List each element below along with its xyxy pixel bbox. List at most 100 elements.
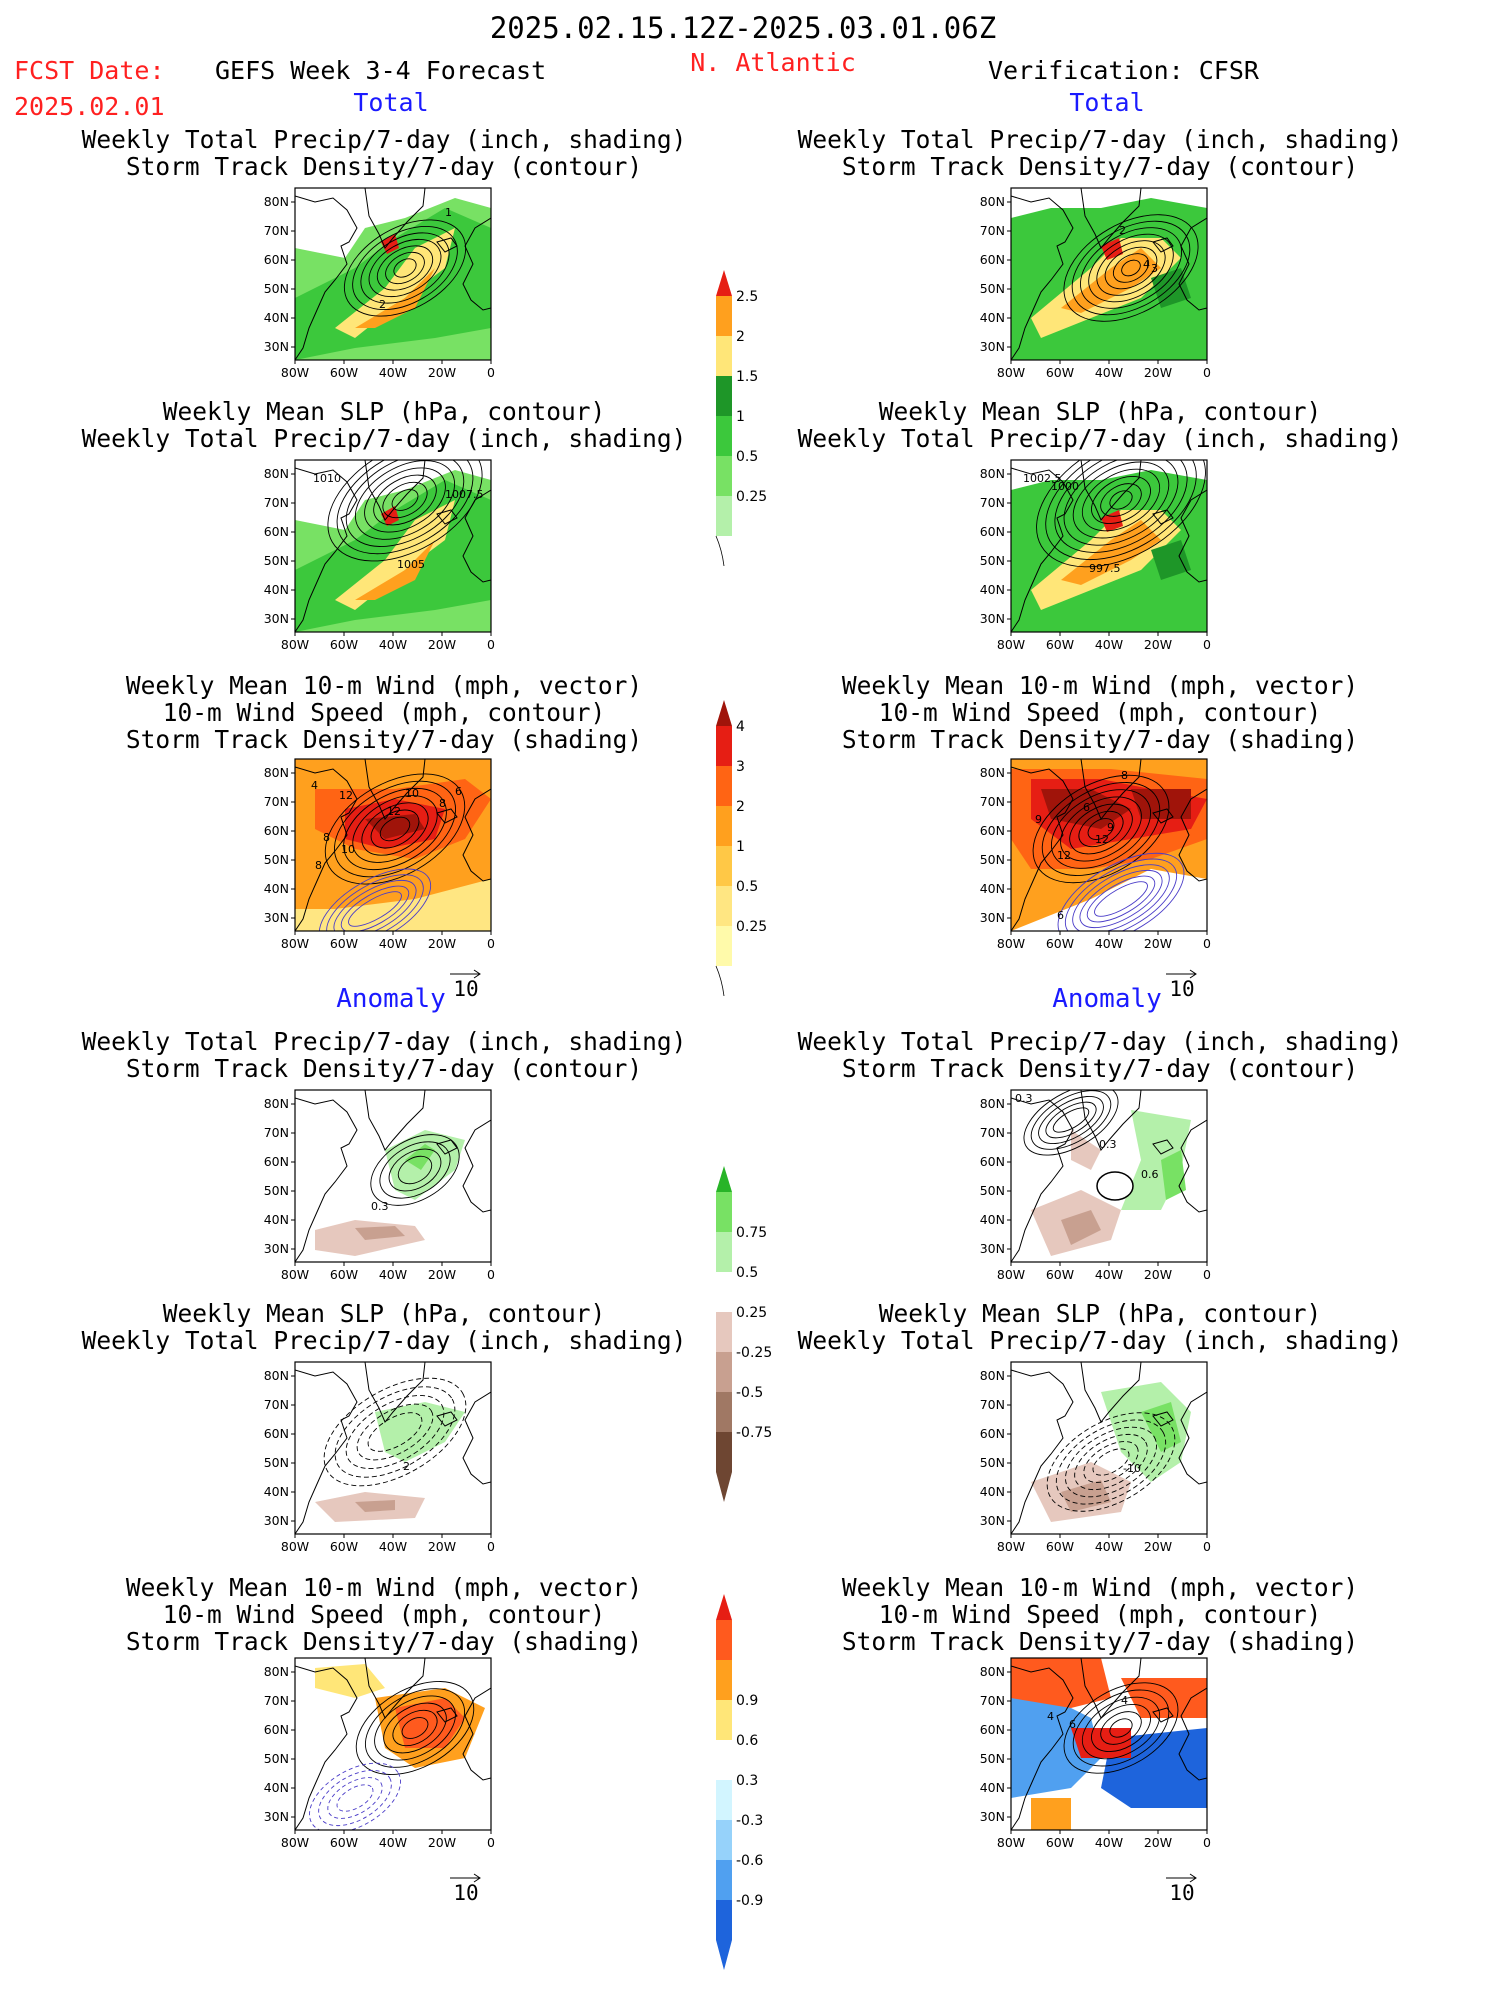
colorbar-segment <box>716 1860 732 1900</box>
lon-tick-label: 0 <box>487 637 495 652</box>
colorbar-top-triangle <box>716 270 732 296</box>
contour-line <box>1038 1095 1104 1145</box>
vector-reference-arrow: 10 <box>1166 1873 1197 1905</box>
map-ver-anom-wind-storm: 4 6 4 80N 70N 60N 50N 40N 30N 80W 60W 40W 20W 0 <box>980 1657 1211 1850</box>
shading-region <box>1031 1798 1071 1830</box>
shading-region <box>1141 1402 1181 1452</box>
contour-line <box>1032 774 1170 884</box>
north-america-coast <box>1011 195 1074 360</box>
panel-title-fcst-precip-storm: Weekly Total Precip/7-day (inch, shading… <box>81 125 687 181</box>
contour-label: 6 <box>1057 909 1064 922</box>
contour-line <box>1045 460 1197 561</box>
lon-tick-label: 80W <box>281 365 309 380</box>
iceland-coast <box>436 1707 458 1723</box>
colorbar-segment <box>716 1352 732 1392</box>
contour-label: 12 <box>387 805 401 818</box>
lat-tick-label: 50N <box>264 1183 289 1198</box>
iceland-coast <box>1152 1707 1174 1723</box>
lat-tick-label: 40N <box>264 1212 289 1227</box>
contour-line <box>1086 875 1156 923</box>
panel-title-fcst-anom-slp-precip: Weekly Mean SLP (hPa, contour) Weekly Tot… <box>81 1299 687 1355</box>
contour-line <box>336 1784 374 1812</box>
shading-region <box>1101 510 1123 532</box>
lat-tick-label: 50N <box>264 281 289 296</box>
north-america-coast <box>295 766 358 931</box>
colorbar-top-triangle <box>716 1594 732 1620</box>
lat-tick-label: 50N <box>264 1455 289 1470</box>
lat-tick-label: 30N <box>264 611 289 626</box>
arrow-head <box>473 969 481 979</box>
lat-tick-label: 80N <box>980 1368 1005 1383</box>
contour-line <box>1045 1101 1097 1139</box>
colorbar-segment <box>716 1232 732 1272</box>
panel-title-ver-anom-precip-storm: Weekly Total Precip/7-day (inch, shading… <box>797 1027 1403 1083</box>
lat-tick-label: 80N <box>980 765 1005 780</box>
europe-coast <box>462 1119 491 1213</box>
greenland-coast <box>1080 1658 1142 1719</box>
lat-tick-label: 60N <box>264 1722 289 1737</box>
colorbar-segment <box>716 726 732 766</box>
contour-line <box>1112 253 1150 283</box>
lat-tick-label: 60N <box>264 1426 289 1441</box>
vector-reference-arrow: 10 <box>450 1873 481 1905</box>
contour-line <box>323 1377 467 1487</box>
contour-label: 4 <box>1143 258 1150 271</box>
lat-tick-label: 60N <box>980 252 1005 267</box>
lon-tick-label: 60W <box>330 936 358 951</box>
north-america-coast <box>295 1369 358 1534</box>
lat-tick-label: 40N <box>980 881 1005 896</box>
colorbar-storm-total: 0.25 0.5 1 2 3 4 <box>715 700 767 997</box>
contour-label: 12 <box>1057 849 1071 862</box>
contour-label: 8 <box>1121 769 1128 782</box>
lat-tick-label: 30N <box>264 1241 289 1256</box>
shading-region <box>1101 238 1123 260</box>
lon-tick-label: 0 <box>1203 936 1211 951</box>
lat-tick-label: 60N <box>264 1154 289 1169</box>
colorbar-segment <box>716 766 732 806</box>
contour-line <box>318 1769 392 1827</box>
lat-tick-label: 70N <box>980 223 1005 238</box>
lat-tick-label: 60N <box>980 524 1005 539</box>
lat-tick-label: 70N <box>980 1125 1005 1140</box>
lat-tick-label: 50N <box>980 1183 1005 1198</box>
contour-label: 8 <box>323 831 330 844</box>
colorbar-label: -0.6 <box>736 1853 763 1869</box>
colorbar-label: -0.5 <box>736 1385 763 1401</box>
contour-line <box>356 1403 434 1461</box>
lon-tick-label: 80W <box>281 637 309 652</box>
lon-tick-label: 40W <box>379 1539 407 1554</box>
iceland-coast <box>436 808 458 824</box>
colorbar-segment <box>716 886 732 926</box>
lon-tick-label: 40W <box>1095 1267 1123 1282</box>
colorbar-segment <box>716 376 732 416</box>
contour-line <box>334 1386 456 1478</box>
europe-coast <box>1178 217 1207 311</box>
colorbar-label: -0.3 <box>736 1813 763 1829</box>
shading-region <box>381 234 399 254</box>
greenland-coast <box>1080 1362 1142 1423</box>
contour-line <box>1079 227 1183 309</box>
contour-line <box>374 1695 456 1761</box>
contour-label: 0.3 <box>371 1200 389 1213</box>
lon-tick-label: 40W <box>1095 637 1123 652</box>
lon-tick-label: 0 <box>1203 637 1211 652</box>
contour-line <box>336 460 474 555</box>
contour-line <box>1083 1441 1139 1483</box>
colorbar-segment <box>716 1780 732 1820</box>
lon-tick-label: 0 <box>1203 1267 1211 1282</box>
lon-tick-label: 40W <box>379 365 407 380</box>
colorbar-segment <box>716 336 732 376</box>
contour-line <box>370 1134 460 1206</box>
lon-tick-label: 20W <box>1144 637 1172 652</box>
contour-line <box>1030 1090 1112 1150</box>
contour-line <box>1063 460 1179 546</box>
north-america-coast <box>1011 1665 1074 1830</box>
colorbar-segment <box>716 456 732 496</box>
lon-tick-label: 0 <box>487 365 495 380</box>
contour-line <box>1072 461 1170 539</box>
contour-line <box>1072 1689 1170 1767</box>
colorbar-bottom-triangle <box>716 1472 732 1502</box>
lon-tick-label: 20W <box>428 1267 456 1282</box>
lon-tick-label: 20W <box>428 637 456 652</box>
colorbar-label: 2 <box>736 799 745 815</box>
